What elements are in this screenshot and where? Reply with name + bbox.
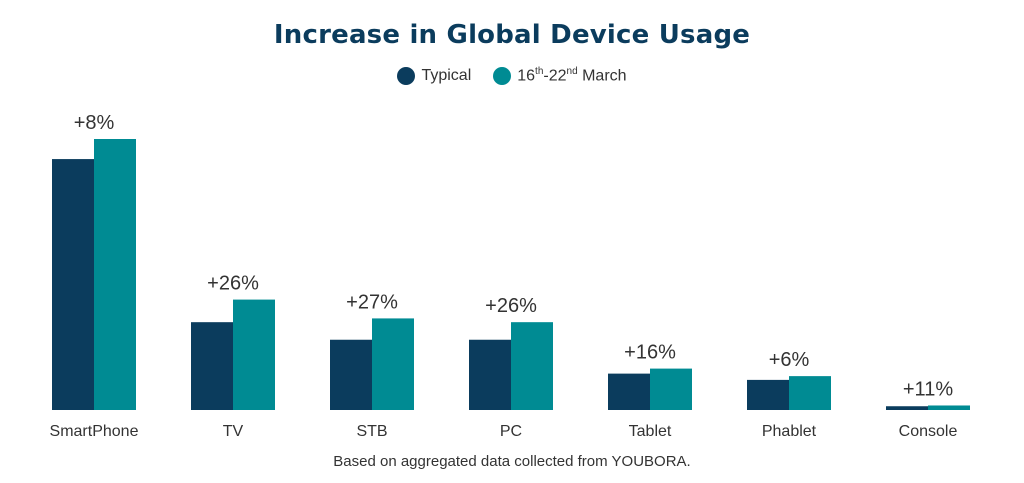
data-label-tablet: +16%	[624, 342, 676, 364]
x-tick-label-phablet: Phablet	[762, 423, 817, 440]
data-label-phablet: +6%	[769, 349, 810, 371]
bar-tv-typical	[191, 322, 233, 410]
bar-tablet-typical	[608, 373, 650, 410]
data-label-tv: +26%	[207, 273, 259, 295]
x-tick-label-console: Console	[899, 423, 958, 440]
bar-console-march	[928, 405, 970, 410]
bar-console-typical	[886, 406, 928, 410]
legend-swatch-typical	[397, 66, 416, 85]
bar-smartphone-march	[94, 139, 136, 410]
bar-phablet-march	[789, 376, 831, 410]
data-label-smartphone: +8%	[74, 112, 115, 134]
legend-label-typical: Typical	[421, 66, 472, 84]
bar-stb-march	[372, 318, 414, 410]
legend-label-march: 16th-22nd March	[517, 66, 627, 85]
data-label-pc: +26%	[485, 295, 537, 317]
chart-legend: Typical 16th-22nd March	[0, 66, 1024, 85]
bar-tv-march	[233, 299, 275, 410]
bar-pc-march	[511, 322, 553, 410]
bar-phablet-typical	[747, 379, 789, 410]
legend-item-march: 16th-22nd March	[493, 66, 627, 85]
chart-title: Increase in Global Device Usage	[273, 20, 751, 50]
legend-swatch-march	[493, 66, 512, 85]
bar-stb-typical	[330, 339, 372, 410]
legend-item-typical: Typical	[397, 66, 471, 85]
bar-smartphone-typical	[52, 159, 94, 410]
data-label-console: +11%	[903, 378, 953, 400]
x-tick-label-tv: TV	[223, 423, 244, 440]
x-tick-label-tablet: Tablet	[629, 423, 672, 440]
data-label-stb: +27%	[346, 291, 398, 313]
bar-pc-typical	[469, 339, 511, 410]
x-tick-label-pc: PC	[500, 423, 522, 440]
chart-footnote: Based on aggregated data collected from …	[333, 453, 691, 470]
x-tick-label-stb: STB	[356, 423, 387, 440]
bar-tablet-march	[650, 368, 692, 410]
x-tick-label-smartphone: SmartPhone	[50, 423, 139, 440]
